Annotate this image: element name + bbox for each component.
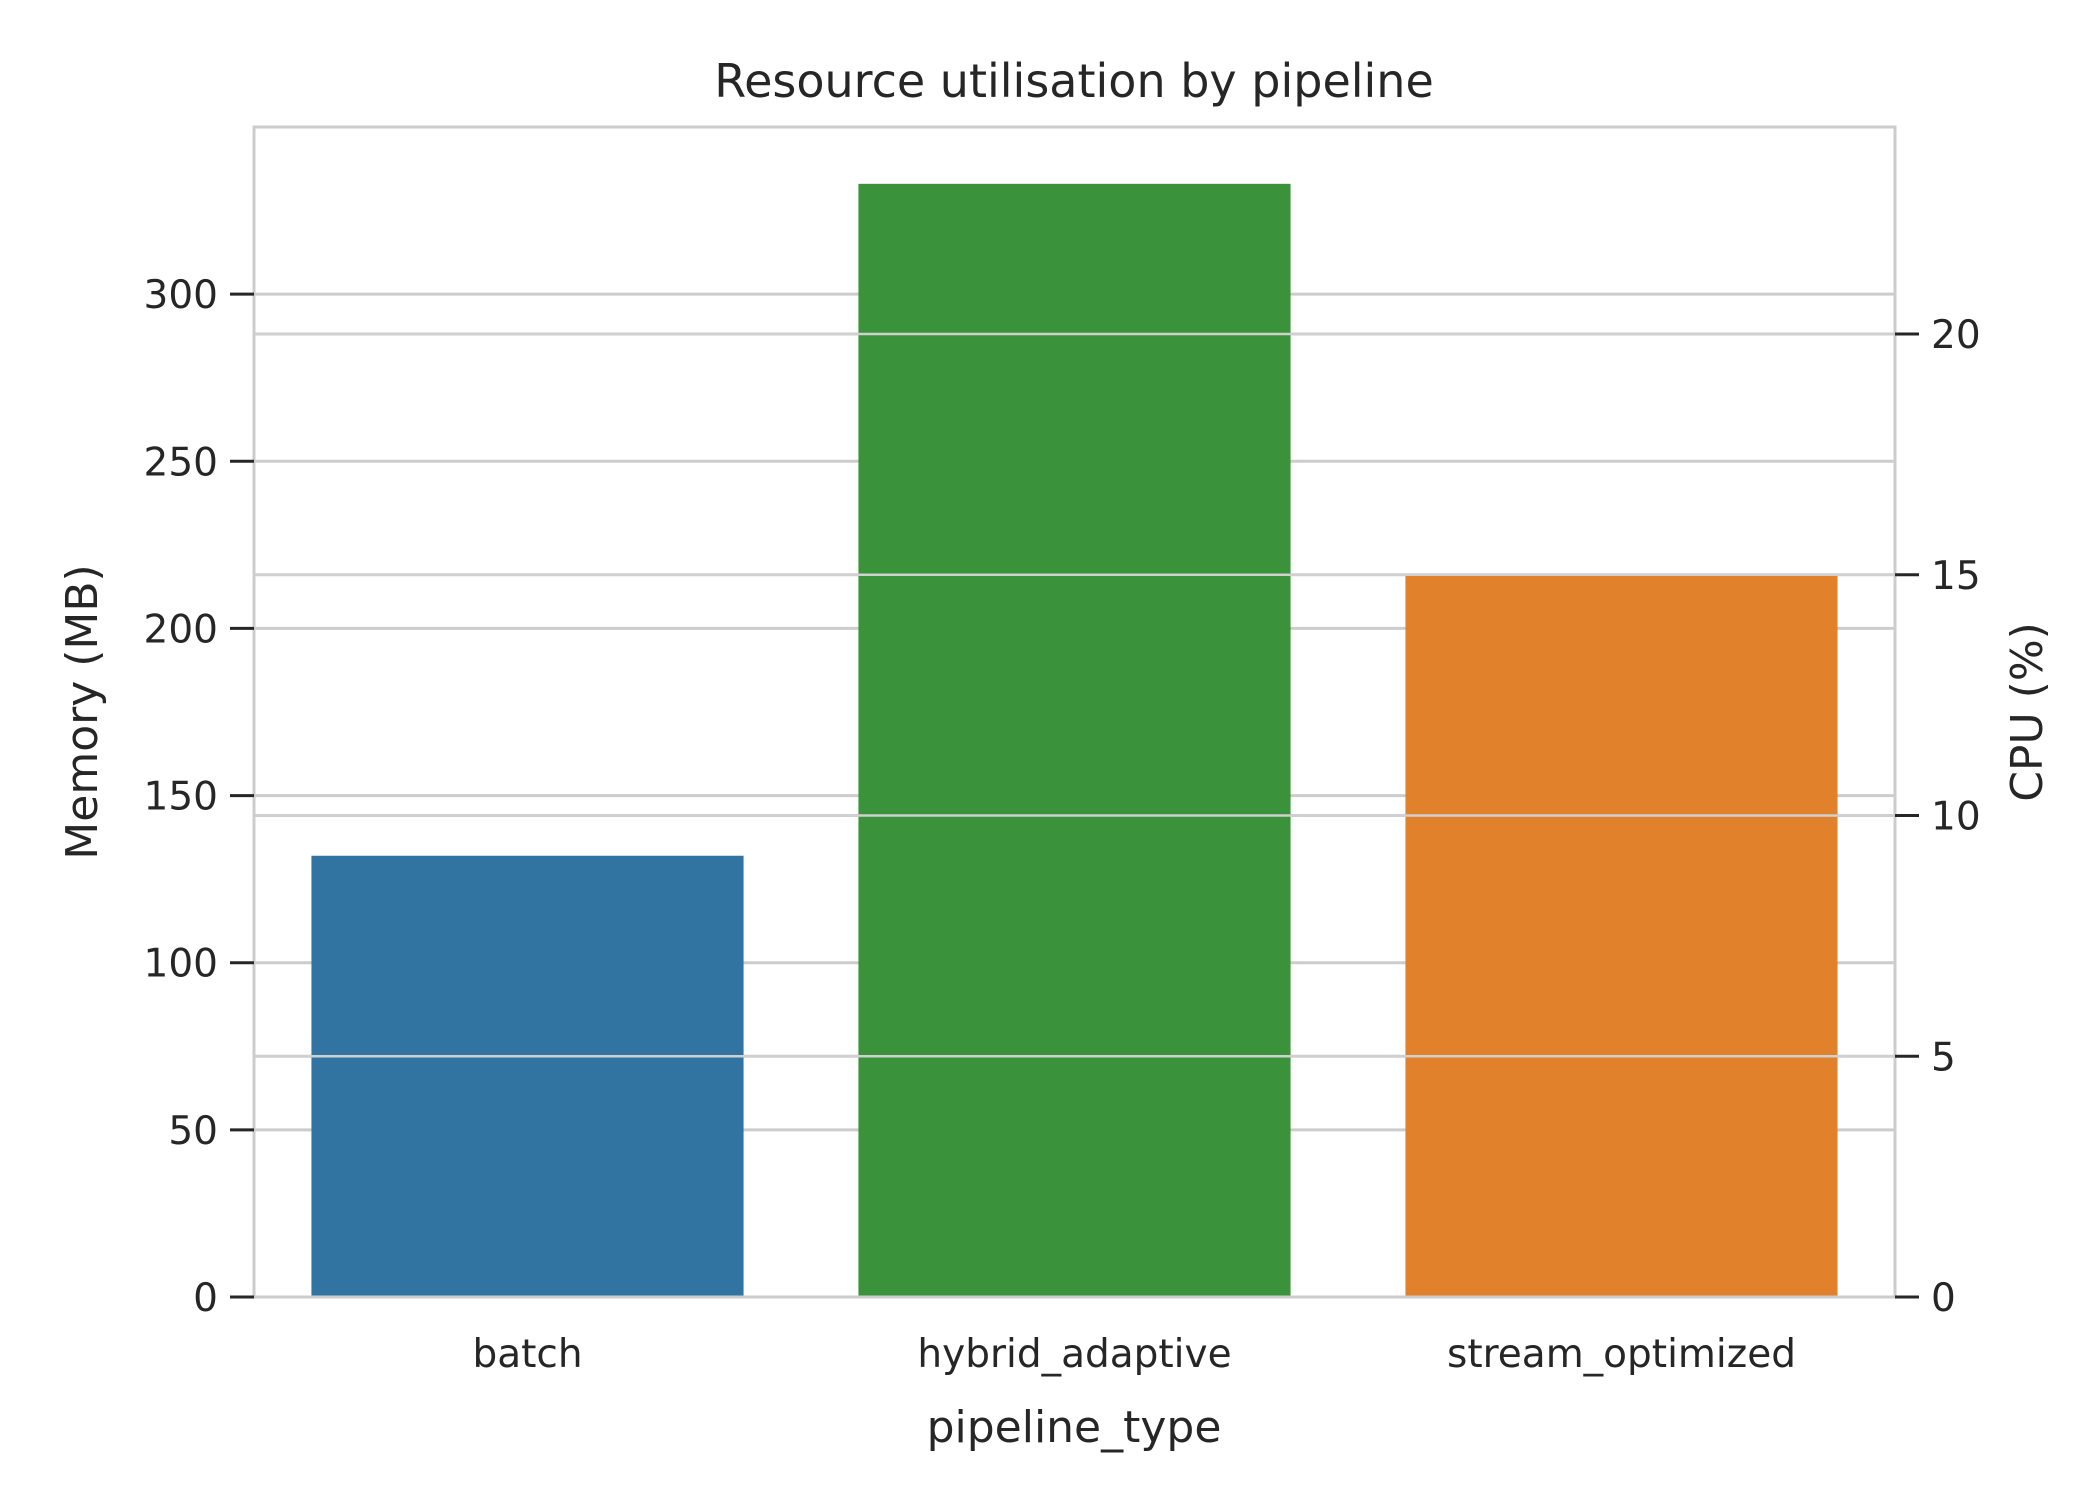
bar-batch (311, 855, 744, 1297)
left-tick-label: 50 (168, 1109, 218, 1154)
right-tick-label: 20 (1931, 313, 1981, 358)
x-tick-label: hybrid_adaptive (917, 1332, 1231, 1377)
x-axis: batch hybrid_adaptive stream_optimized (472, 1332, 1796, 1377)
left-tick-label: 150 (144, 775, 218, 820)
right-tick-label: 15 (1931, 554, 1981, 599)
bar-stream-optimized (1405, 574, 1838, 1297)
bars (254, 183, 1895, 1297)
right-tick-label: 10 (1931, 795, 1981, 840)
left-tick-label: 250 (144, 440, 218, 485)
x-tick-label: stream_optimized (1447, 1332, 1796, 1377)
x-axis-label: pipeline_type (927, 1402, 1222, 1453)
plot-frame (252, 125, 1897, 1299)
right-tick-label: 5 (1931, 1035, 1956, 1080)
right-tick-label: 0 (1931, 1276, 1956, 1321)
left-tick-label: 300 (144, 273, 218, 318)
left-tick-label: 0 (193, 1276, 218, 1321)
chart-title: Resource utilisation by pipeline (714, 54, 1434, 108)
y-axis-label: Memory (MB) (57, 564, 108, 859)
y2-axis-label: CPU (%) (2002, 622, 2053, 802)
x-tick-label: batch (472, 1332, 582, 1377)
left-y-axis: 0 50 100 150 200 250 300 (144, 273, 254, 1321)
left-tick-label: 200 (144, 607, 218, 652)
left-tick-label: 100 (144, 942, 218, 987)
right-y-axis: 0 5 10 15 20 (1895, 313, 1981, 1321)
bar-hybrid-adaptive (858, 183, 1291, 1297)
